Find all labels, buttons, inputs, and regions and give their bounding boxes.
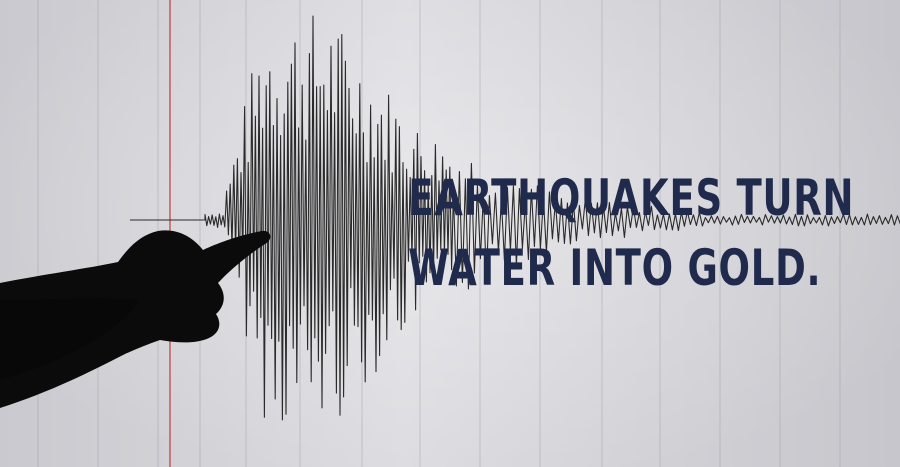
pointing-hand-silhouette bbox=[0, 230, 271, 408]
hand-shadow bbox=[0, 298, 140, 380]
headline-line-2: WATER INTO GOLD. bbox=[408, 239, 822, 297]
seismic-trace bbox=[130, 15, 900, 421]
headline-line-1: EARTHQUAKES TURN bbox=[408, 169, 855, 227]
